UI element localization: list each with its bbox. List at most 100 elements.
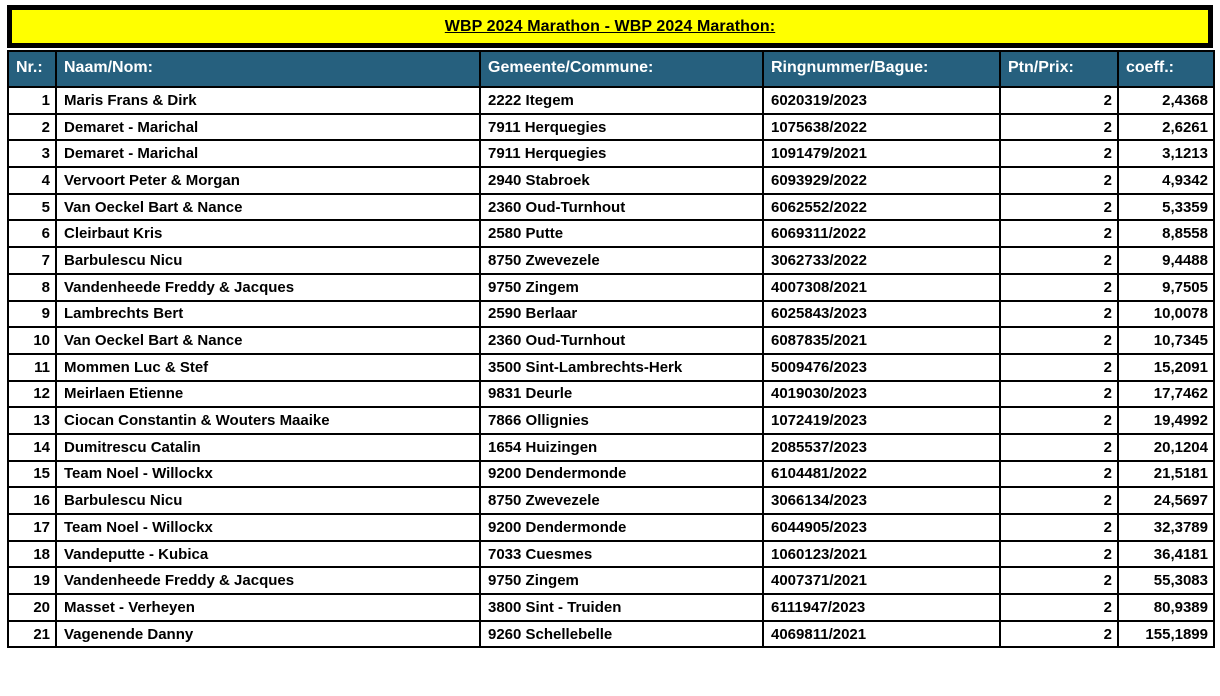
cell-commune: 9750 Zingem (479, 272, 764, 302)
cell-name: Demaret - Marichal (55, 112, 481, 142)
cell-coeff: 80,9389 (1117, 593, 1215, 622)
cell-nr: 8 (7, 272, 57, 302)
cell-ptn: 2 (999, 246, 1119, 275)
cell-commune: 2940 Stabroek (479, 166, 764, 195)
cell-ptn: 2 (999, 459, 1119, 489)
cell-nr: 10 (7, 326, 57, 355)
table-row: 19 Vandenheede Freddy & Jacques 9750 Zinge… (7, 566, 1215, 596)
cell-coeff: 9,7505 (1117, 272, 1215, 302)
cell-ring: 6093929/2022 (762, 166, 1001, 195)
table-row: 1 Maris Frans & Dirk 2222 Itegem 6020319/20… (7, 86, 1215, 115)
cell-name: Vandenheede Freddy & Jacques (55, 272, 481, 302)
table-row: 18 Vandeputte - Kubica 7033 Cuesmes 1060123… (7, 539, 1215, 569)
cell-commune: 3800 Sint - Truiden (479, 593, 764, 622)
cell-name: Team Noel - Willockx (55, 459, 481, 489)
cell-coeff: 3,1213 (1117, 139, 1215, 169)
cell-nr: 11 (7, 352, 57, 382)
title-banner: WBP 2024 Marathon - WBP 2024 Marathon: (7, 5, 1213, 48)
cell-nr: 18 (7, 539, 57, 569)
cell-coeff: 5,3359 (1117, 192, 1215, 222)
table-row: 16 Barbulescu Nicu 8750 Zwevezele 3066134/2… (7, 486, 1215, 515)
cell-ptn: 2 (999, 513, 1119, 542)
cell-ptn: 2 (999, 566, 1119, 596)
cell-ptn: 2 (999, 406, 1119, 435)
cell-ptn: 2 (999, 86, 1119, 115)
cell-nr: 12 (7, 379, 57, 409)
cell-ring: 1091479/2021 (762, 139, 1001, 169)
cell-ring: 6069311/2022 (762, 219, 1001, 249)
column-header-commune: Gemeente/Commune: (479, 50, 764, 88)
cell-ptn: 2 (999, 166, 1119, 195)
cell-coeff: 8,8558 (1117, 219, 1215, 249)
cell-nr: 14 (7, 432, 57, 462)
cell-coeff: 24,5697 (1117, 486, 1215, 515)
cell-ring: 6104481/2022 (762, 459, 1001, 489)
cell-nr: 17 (7, 513, 57, 542)
cell-ptn: 2 (999, 272, 1119, 302)
table-body: 1 Maris Frans & Dirk 2222 Itegem 6020319/20… (7, 86, 1215, 649)
cell-coeff: 155,1899 (1117, 619, 1215, 649)
cell-ptn: 2 (999, 486, 1119, 515)
table-row: 4 Vervoort Peter & Morgan 2940 Stabroek 609… (7, 166, 1215, 195)
table-row: 9 Lambrechts Bert 2590 Berlaar 6025843/2023… (7, 299, 1215, 329)
cell-ptn: 2 (999, 619, 1119, 649)
cell-name: Vagenende Danny (55, 619, 481, 649)
cell-commune: 9200 Dendermonde (479, 513, 764, 542)
cell-name: Barbulescu Nicu (55, 486, 481, 515)
cell-commune: 2590 Berlaar (479, 299, 764, 329)
cell-commune: 7911 Herquegies (479, 112, 764, 142)
cell-ptn: 2 (999, 379, 1119, 409)
cell-coeff: 36,4181 (1117, 539, 1215, 569)
cell-name: Vandenheede Freddy & Jacques (55, 566, 481, 596)
cell-ring: 4007371/2021 (762, 566, 1001, 596)
cell-name: Mommen Luc & Stef (55, 352, 481, 382)
page-title: WBP 2024 Marathon - WBP 2024 Marathon: (444, 17, 776, 35)
cell-name: Lambrechts Bert (55, 299, 481, 329)
cell-ptn: 2 (999, 192, 1119, 222)
cell-nr: 16 (7, 486, 57, 515)
cell-ring: 4007308/2021 (762, 272, 1001, 302)
cell-nr: 6 (7, 219, 57, 249)
table-row: 12 Meirlaen Etienne 9831 Deurle 4019030/202… (7, 379, 1215, 409)
cell-ring: 2085537/2023 (762, 432, 1001, 462)
cell-nr: 5 (7, 192, 57, 222)
results-table: Nr.: Naam/Nom: Gemeente/Commune: Ringnummer… (7, 50, 1215, 649)
cell-ptn: 2 (999, 352, 1119, 382)
cell-coeff: 4,9342 (1117, 166, 1215, 195)
cell-coeff: 32,3789 (1117, 513, 1215, 542)
cell-commune: 9831 Deurle (479, 379, 764, 409)
cell-nr: 7 (7, 246, 57, 275)
cell-name: Meirlaen Etienne (55, 379, 481, 409)
cell-commune: 9200 Dendermonde (479, 459, 764, 489)
cell-name: Masset - Verheyen (55, 593, 481, 622)
table-row: 5 Van Oeckel Bart & Nance 2360 Oud-Turnhou… (7, 192, 1215, 222)
cell-ring: 1060123/2021 (762, 539, 1001, 569)
cell-coeff: 2,4368 (1117, 86, 1215, 115)
cell-ptn: 2 (999, 112, 1119, 142)
cell-coeff: 9,4488 (1117, 246, 1215, 275)
cell-ring: 3066134/2023 (762, 486, 1001, 515)
cell-nr: 15 (7, 459, 57, 489)
cell-ptn: 2 (999, 139, 1119, 169)
cell-coeff: 55,3083 (1117, 566, 1215, 596)
cell-coeff: 2,6261 (1117, 112, 1215, 142)
cell-commune: 8750 Zwevezele (479, 486, 764, 515)
table-row: 7 Barbulescu Nicu 8750 Zwevezele 3062733/20… (7, 246, 1215, 275)
cell-commune: 2580 Putte (479, 219, 764, 249)
column-header-nr: Nr.: (7, 50, 57, 88)
table-row: 20 Masset - Verheyen 3800 Sint - Truiden 61… (7, 593, 1215, 622)
cell-coeff: 15,2091 (1117, 352, 1215, 382)
column-header-ptn: Ptn/Prix: (999, 50, 1119, 88)
table-row: 21 Vagenende Danny 9260 Schellebelle 406981… (7, 619, 1215, 649)
cell-coeff: 10,0078 (1117, 299, 1215, 329)
cell-nr: 20 (7, 593, 57, 622)
cell-nr: 21 (7, 619, 57, 649)
table-row: 17 Team Noel - Willockx 9200 Dendermonde 60… (7, 513, 1215, 542)
cell-nr: 2 (7, 112, 57, 142)
cell-commune: 7866 Ollignies (479, 406, 764, 435)
cell-name: Van Oeckel Bart & Nance (55, 326, 481, 355)
cell-ptn: 2 (999, 432, 1119, 462)
column-header-ring: Ringnummer/Bague: (762, 50, 1001, 88)
table-row: 8 Vandenheede Freddy & Jacques 9750 Zingem… (7, 272, 1215, 302)
cell-ptn: 2 (999, 326, 1119, 355)
